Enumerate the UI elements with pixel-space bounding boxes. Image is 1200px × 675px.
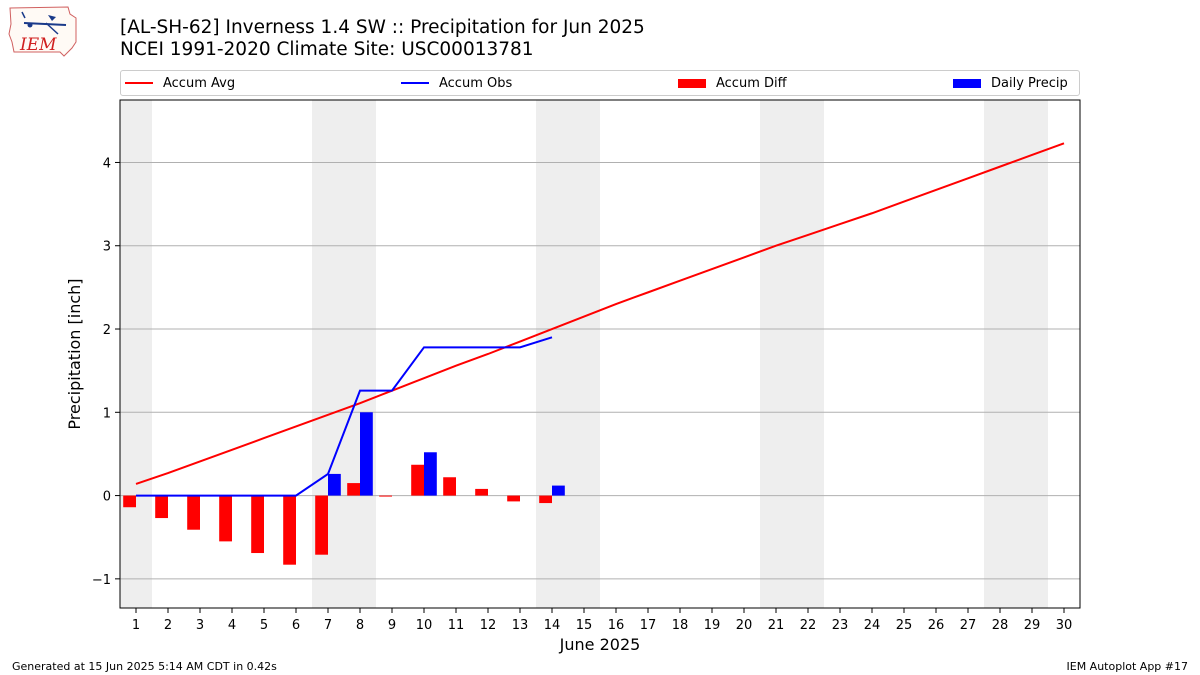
x-tick-label: 5 [260,618,268,633]
accum-diff-bar [475,488,488,496]
accum-diff-bar [315,495,328,555]
accum-diff-bar [187,495,200,530]
accum-obs-line [136,336,553,497]
weekend-shade [792,100,824,608]
x-tick-label: 8 [356,618,364,633]
legend-label: Accum Obs [439,75,513,91]
accum-diff-bar [379,495,392,497]
legend: Accum Avg Accum Obs Accum Diff Daily Pre… [120,70,1080,96]
weekend-shade [344,100,376,608]
x-tick-label: 26 [928,618,945,633]
x-tick-label: 18 [672,618,689,633]
x-tick-label: 12 [480,618,497,633]
accum-diff-bar [347,483,360,496]
weekend-shade [568,100,600,608]
accum-diff-bar [443,477,456,496]
y-tick-label: 1 [103,406,111,421]
x-tick-label: 19 [704,618,721,633]
x-tick-label: 7 [324,618,332,633]
x-tick-label: 28 [992,618,1009,633]
chart-subtitle: NCEI 1991-2020 Climate Site: USC00013781 [120,39,534,60]
grid-lines [120,161,1080,580]
legend-item-daily-precip: Daily Precip [953,71,1068,95]
daily-precip-bar [552,485,565,496]
x-tick-label: 20 [736,618,753,633]
daily-precip-bar [360,412,373,496]
x-tick-label: 1 [132,618,140,633]
accum-diff-bar [123,495,136,508]
y-tick-label: 2 [103,323,111,338]
bars [123,412,565,565]
weekend-shade [1016,100,1048,608]
weekend-shading [120,100,1048,608]
legend-item-accum-obs: Accum Obs [401,71,512,95]
x-tick-label: 10 [416,618,433,633]
accum-diff-bar [155,495,168,519]
y-tick-label: −1 [92,573,111,588]
x-tick-label: 29 [1024,618,1041,633]
legend-label: Accum Diff [716,75,787,91]
legend-item-accum-diff: Accum Diff [678,71,787,95]
y-tick-label: 3 [103,240,111,255]
x-axis-label: June 2025 [559,635,641,654]
x-tick-label: 30 [1056,618,1073,633]
weekend-shade [536,100,568,608]
x-tick-label: 9 [388,618,396,633]
app-credit: IEM Autoplot App #17 [1066,660,1189,673]
x-tick-label: 6 [292,618,300,633]
x-tick-label: 21 [768,618,785,633]
x-tick-label: 23 [832,618,849,633]
accum-diff-bar [539,495,552,504]
x-tick-label: 13 [512,618,529,633]
accum-diff-bar [507,495,520,502]
accum-diff-bar [283,495,296,565]
accum-avg-line [135,142,1065,485]
legend-swatch [125,82,153,84]
accum-diff-bar [411,464,424,496]
accum-diff-bar [251,495,264,554]
accum-diff-bar [219,495,232,542]
y-axis-label: Precipitation [inch] [65,278,84,429]
legend-label: Daily Precip [991,75,1068,91]
plot-frame [119,99,1081,609]
x-tick-label: 22 [800,618,817,633]
weekend-shade [760,100,792,608]
x-tick-label: 16 [608,618,625,633]
lines [135,142,1065,497]
x-tick-label: 2 [164,618,172,633]
x-tick-label: 4 [228,618,236,633]
logo-text: IEM [19,35,57,55]
legend-swatch [678,78,706,88]
generated-timestamp: Generated at 15 Jun 2025 5:14 AM CDT in … [12,660,277,673]
x-tick-label: 3 [196,618,204,633]
x-tick-label: 25 [896,618,913,633]
legend-label: Accum Avg [163,75,236,91]
weekend-shade [984,100,1016,608]
chart-title: [AL-SH-62] Inverness 1.4 SW :: Precipita… [120,17,645,38]
legend-swatch [953,78,981,88]
weekend-shade [120,100,152,608]
x-tick-label: 14 [544,618,561,633]
x-tick-label: 24 [864,618,881,633]
x-tick-label: 27 [960,618,977,633]
daily-precip-bar [424,452,437,496]
x-tick-label: 11 [448,618,465,633]
daily-precip-bar [328,473,341,496]
x-tick-label: 15 [576,618,593,633]
y-tick-label: 4 [103,156,111,171]
y-tick-label: 0 [103,490,111,505]
x-tick-label: 17 [640,618,657,633]
iem-logo: IEM [6,4,82,64]
legend-item-accum-avg: Accum Avg [125,71,235,95]
legend-swatch [401,82,429,84]
